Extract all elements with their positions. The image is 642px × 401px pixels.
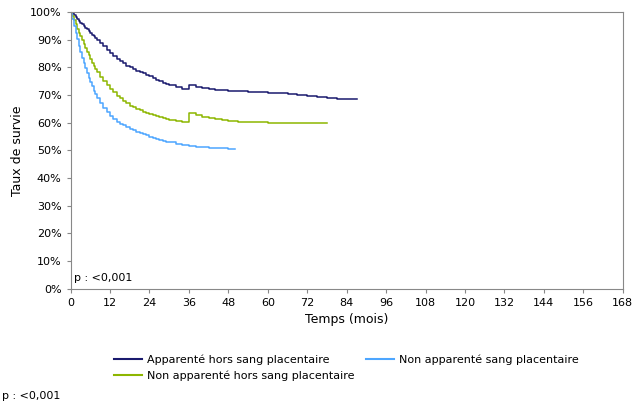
Legend: Apparenté hors sang placentaire, Non apparenté hors sang placentaire, Non appare: Apparenté hors sang placentaire, Non app… [110,350,584,385]
Y-axis label: Taux de survie: Taux de survie [12,105,24,196]
X-axis label: Temps (mois): Temps (mois) [305,313,388,326]
Text: p : <0,001: p : <0,001 [74,273,132,283]
Text: p : <0,001: p : <0,001 [2,391,60,401]
